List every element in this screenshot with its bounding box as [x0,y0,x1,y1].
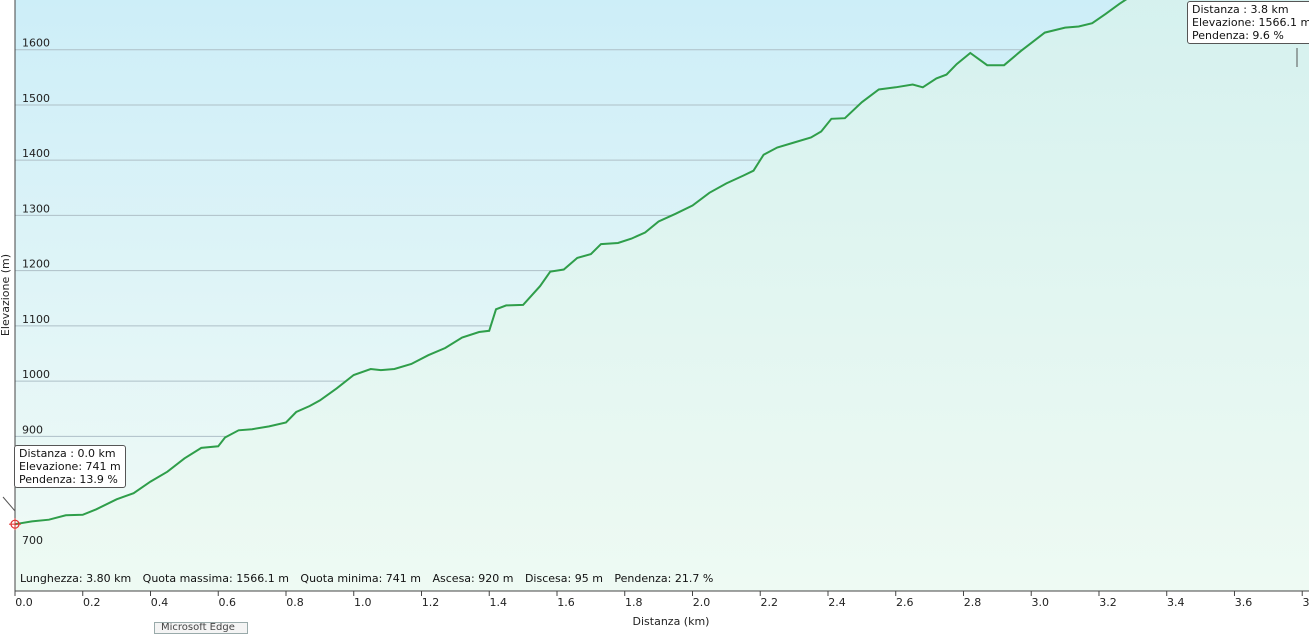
x-tick-label-2: 0.4 [151,596,169,609]
x-tick-label-13: 2.6 [896,596,914,609]
tooltip-end: Distanza : 3.8 km Elevazione: 1566.1 m P… [1187,1,1309,44]
tooltip-pointer-0 [2,496,16,512]
stat-min-elevation: Quota minima: 741 m [300,572,421,585]
stat-length: Lunghezza: 3.80 km [20,572,132,585]
tooltip-start: Distanza : 0.0 km Elevazione: 741 m Pend… [14,445,126,488]
x-tick-label-18: 3.6 [1235,596,1253,609]
stat-slope: Pendenza: 21.7 % [614,572,714,585]
x-tick-label-12: 2.4 [828,596,846,609]
y-axis-title: Elevazione (m) [0,254,12,336]
stat-descent: Discesa: 95 m [524,572,603,585]
x-tick-label-10: 2.0 [693,596,711,609]
y-tick-label-1200: 1200 [22,258,50,271]
x-tick-label-16: 3.2 [1099,596,1117,609]
x-tick-label-11: 2.2 [760,596,778,609]
taskbar-tab-edge[interactable]: Microsoft Edge [154,622,248,634]
x-tick-label-6: 1.2 [422,596,440,609]
x-tick-label-5: 1.0 [354,596,372,609]
tooltip-end-distance: Distanza : 3.8 km [1192,3,1289,16]
y-tick-label-1600: 1600 [22,37,50,50]
y-tick-label-900: 900 [22,423,43,436]
x-tick-label-9: 1.8 [625,596,643,609]
track-summary: Lunghezza: 3.80 km Quota massima: 1566.1… [20,572,721,585]
x-tick-label-15: 3.0 [1031,596,1049,609]
tooltip-end-elevation: Elevazione: 1566.1 m [1192,16,1309,29]
elevation-area [15,0,1309,591]
y-tick-labels: 700 900 1000 1100 1200 1300 1400 1500 1600 [22,37,50,547]
x-tick-label-1: 0.2 [83,596,101,609]
x-tick-label-0: 0.0 [15,596,33,609]
y-tick-label-1000: 1000 [22,368,50,381]
y-tick-label-700: 700 [22,534,43,547]
x-tick-label-8: 1.6 [557,596,575,609]
tooltip-start-elevation: Elevazione: 741 m [19,460,121,473]
tooltip-end-slope: Pendenza: 9.6 % [1192,29,1284,42]
x-tick-label-7: 1.4 [489,596,507,609]
y-tick-label-1300: 1300 [22,202,50,215]
elevation-line [14,0,1128,526]
x-tick-label-14: 2.8 [964,596,982,609]
tooltip-start-distance: Distanza : 0.0 km [19,447,116,460]
point-markers [2,48,1298,531]
x-tick-label-4: 0.8 [286,596,304,609]
y-tick-label-1400: 1400 [22,147,50,160]
stat-max-elevation: Quota massima: 1566.1 m [142,572,289,585]
x-tick-label-19: 3.8 [1302,596,1309,609]
stat-ascent: Ascesa: 920 m [432,572,514,585]
tooltip-start-slope: Pendenza: 13.9 % [19,473,118,486]
y-tick-label-1100: 1100 [22,313,50,326]
x-axis-title: Distanza (km) [633,615,710,628]
x-tick-label-17: 3.4 [1167,596,1185,609]
x-tick-labels: 0.0 0.2 0.4 0.6 0.8 1.0 1.2 1.4 1.6 1.8 2.0 2.2 2.4 2… [14,591,1309,609]
y-tick-label-1500: 1500 [22,92,50,105]
x-tick-label-3: 0.6 [218,596,236,609]
